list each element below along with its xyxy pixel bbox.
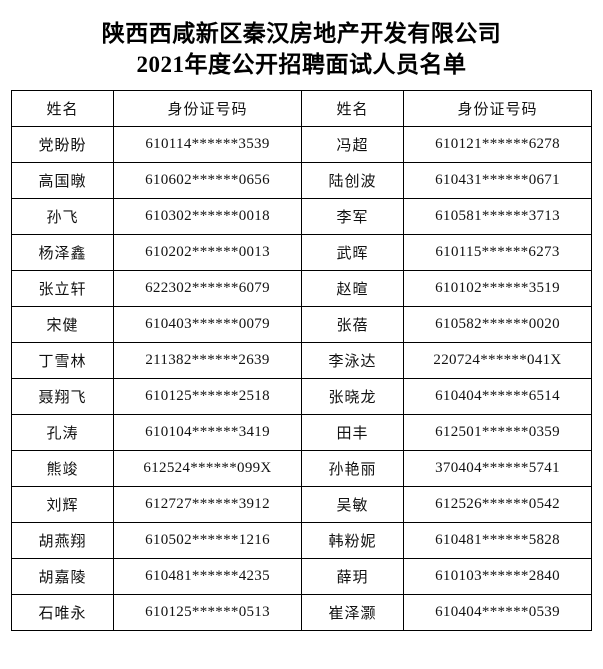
cell-name-right: 韩粉妮 [301,522,404,559]
cell-name-right: 张晓龙 [301,378,404,415]
cell-id-left: 610202******0013 [113,234,302,271]
table-row: 孔涛 610104******3419 田丰 612501******0359 [11,414,592,451]
cell-id-right: 610404******0539 [403,594,592,631]
cell-name-left: 宋健 [11,306,114,343]
cell-name-right: 孙艳丽 [301,450,404,487]
cell-id-right: 610581******3713 [403,198,592,235]
cell-name-left: 聂翔飞 [11,378,114,415]
cell-id-left: 610602******0656 [113,162,302,199]
cell-id-right: 610103******2840 [403,558,592,595]
cell-id-left: 610125******2518 [113,378,302,415]
table-row: 胡嘉陵 610481******4235 薛玥 610103******2840 [11,558,592,595]
cell-id-left: 622302******6079 [113,270,302,307]
cell-name-right: 武晖 [301,234,404,271]
cell-name-right: 崔泽灏 [301,594,404,631]
table-header-row: 姓名 身份证号码 姓名 身份证号码 [11,90,592,127]
cell-id-left: 211382******2639 [113,342,302,379]
table-row: 刘辉 612727******3912 吴敏 612526******0542 [11,486,592,523]
cell-name-right: 李军 [301,198,404,235]
cell-id-right: 370404******5741 [403,450,592,487]
table-row: 高国暾 610602******0656 陆创波 610431******0671 [11,162,592,199]
cell-name-left: 高国暾 [11,162,114,199]
cell-name-right: 张蓓 [301,306,404,343]
cell-name-right: 陆创波 [301,162,404,199]
header-id-left: 身份证号码 [113,90,302,127]
cell-name-left: 丁雪林 [11,342,114,379]
cell-name-left: 杨泽鑫 [11,234,114,271]
cell-id-right: 610404******6514 [403,378,592,415]
table-body: 党盼盼 610114******3539 冯超 610121******6278 高国暾… [11,126,592,631]
cell-id-left: 610125******0513 [113,594,302,631]
document-title: 陕西西咸新区秦汉房地产开发有限公司 2021年度公开招聘面试人员名单 [0,0,603,90]
cell-id-right: 610431******0671 [403,162,592,199]
header-id-right: 身份证号码 [403,90,592,127]
header-name-right: 姓名 [301,90,404,127]
cell-id-right: 610121******6278 [403,126,592,163]
cell-name-left: 张立轩 [11,270,114,307]
cell-id-left: 610114******3539 [113,126,302,163]
cell-name-left: 孙飞 [11,198,114,235]
table-row: 张立轩 622302******6079 赵暄 610102******3519 [11,270,592,307]
cell-name-left: 石唯永 [11,594,114,631]
cell-id-left: 612524******099X [113,450,302,487]
table-row: 熊竣 612524******099X 孙艳丽 370404******5741 [11,450,592,487]
cell-id-left: 610403******0079 [113,306,302,343]
header-name-left: 姓名 [11,90,114,127]
table-row: 杨泽鑫 610202******0013 武晖 610115******6273 [11,234,592,271]
cell-name-right: 吴敏 [301,486,404,523]
cell-id-left: 610481******4235 [113,558,302,595]
cell-name-left: 党盼盼 [11,126,114,163]
cell-name-left: 胡嘉陵 [11,558,114,595]
cell-id-right: 612526******0542 [403,486,592,523]
cell-name-right: 李泳达 [301,342,404,379]
table-row: 宋健 610403******0079 张蓓 610582******0020 [11,306,592,343]
cell-id-right: 610115******6273 [403,234,592,271]
cell-name-left: 孔涛 [11,414,114,451]
table-row: 丁雪林 211382******2639 李泳达 220724******041X [11,342,592,379]
cell-id-left: 612727******3912 [113,486,302,523]
cell-name-right: 冯超 [301,126,404,163]
cell-id-left: 610302******0018 [113,198,302,235]
table-row: 孙飞 610302******0018 李军 610581******3713 [11,198,592,235]
table-row: 聂翔飞 610125******2518 张晓龙 610404******6514 [11,378,592,415]
table-row: 石唯永 610125******0513 崔泽灏 610404******0539 [11,594,592,631]
title-line-subject: 2021年度公开招聘面试人员名单 [136,52,467,77]
table-row: 党盼盼 610114******3539 冯超 610121******6278 [11,126,592,163]
cell-name-right: 薛玥 [301,558,404,595]
cell-id-right: 220724******041X [403,342,592,379]
cell-name-left: 熊竣 [11,450,114,487]
cell-id-left: 610502******1216 [113,522,302,559]
cell-id-right: 610102******3519 [403,270,592,307]
cell-name-right: 赵暄 [301,270,404,307]
table-row: 胡燕翔 610502******1216 韩粉妮 610481******5828 [11,522,592,559]
cell-id-right: 610582******0020 [403,306,592,343]
cell-name-left: 刘辉 [11,486,114,523]
cell-name-right: 田丰 [301,414,404,451]
title-line-company: 陕西西咸新区秦汉房地产开发有限公司 [101,21,502,46]
cell-name-left: 胡燕翔 [11,522,114,559]
cell-id-left: 610104******3419 [113,414,302,451]
cell-id-right: 610481******5828 [403,522,592,559]
cell-id-right: 612501******0359 [403,414,592,451]
interview-candidate-table: 姓名 身份证号码 姓名 身份证号码 党盼盼 610114******3539 冯超 6… [11,90,592,631]
